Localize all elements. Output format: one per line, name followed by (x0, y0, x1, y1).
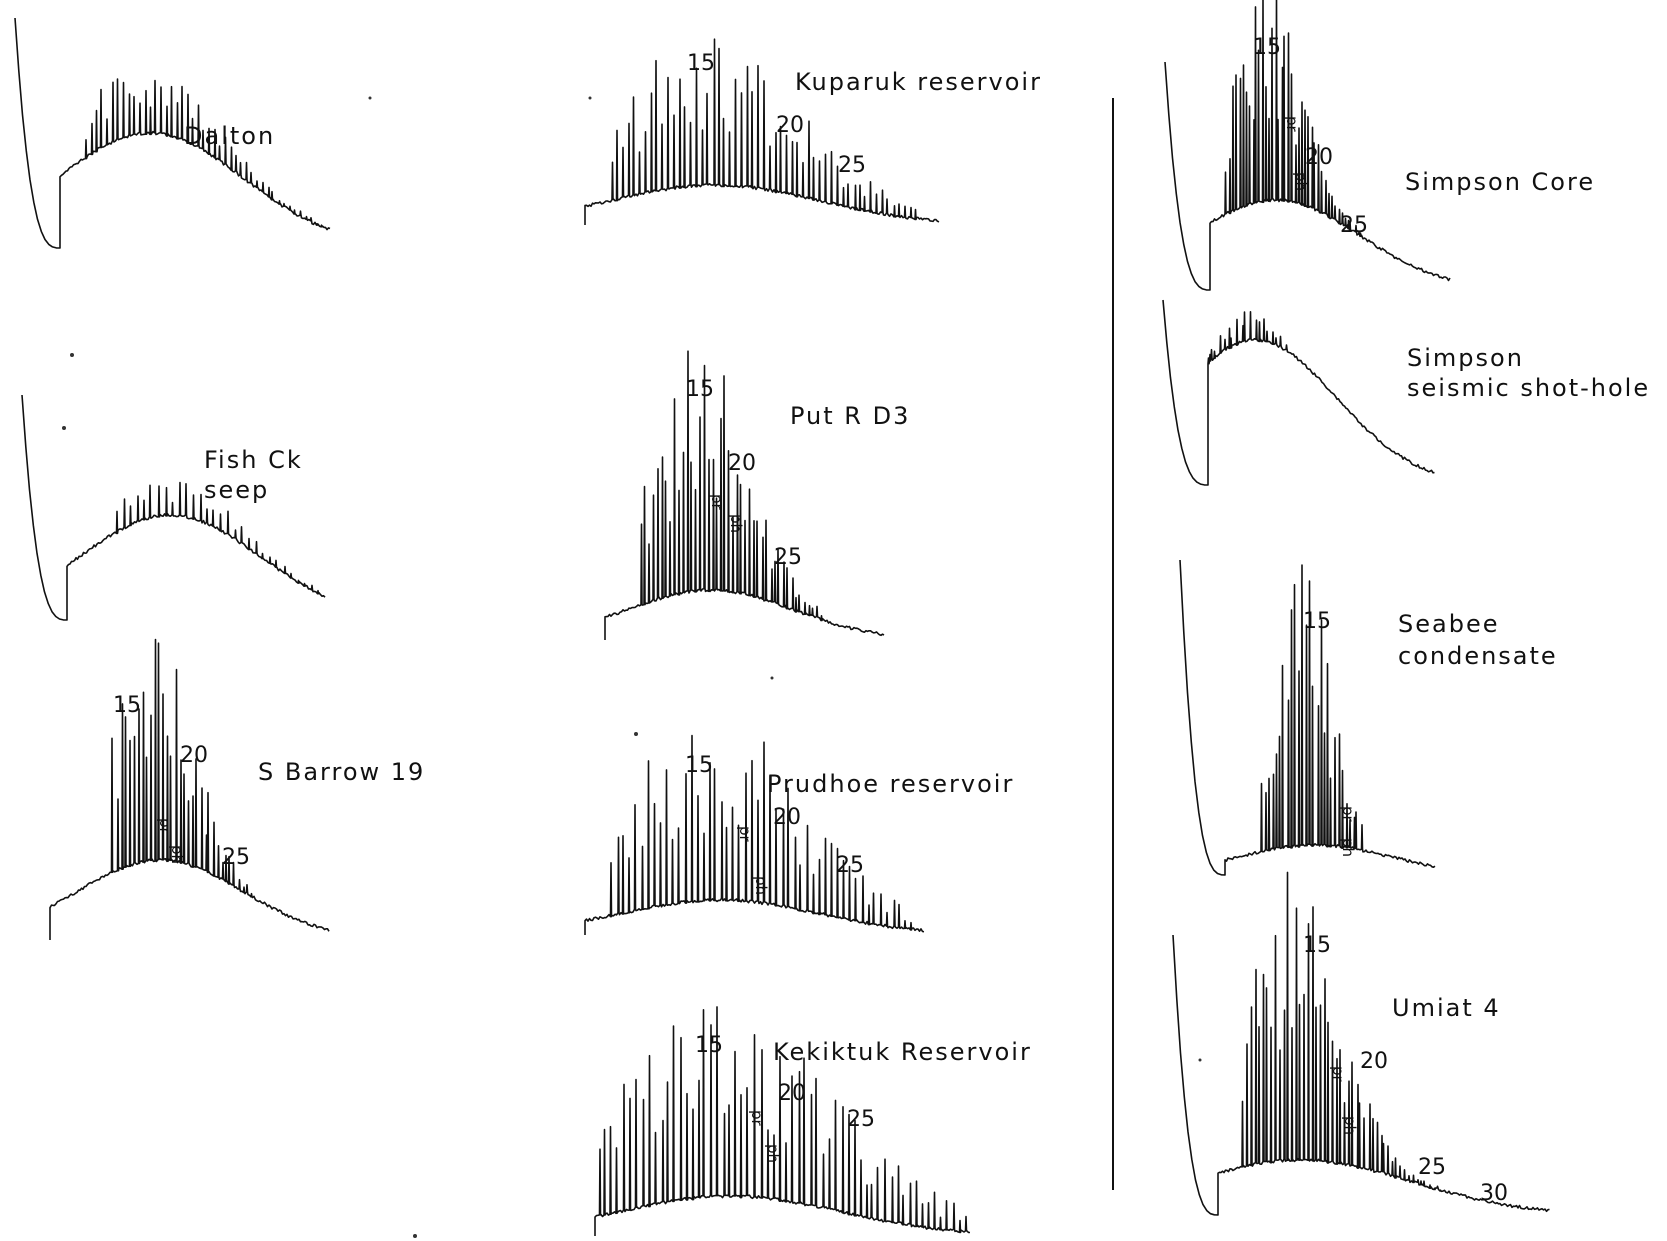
pristane-marker: pr (708, 494, 726, 511)
phytane-marker: ph (1292, 172, 1310, 191)
carbon-number-label: 15 (1303, 609, 1331, 634)
carbon-number-label: 20 (776, 113, 804, 138)
carbon-number-label: 15 (685, 753, 713, 778)
phytane-marker: ph (168, 845, 186, 864)
carbon-number-label: 15 (686, 377, 714, 402)
chromatogram-trace-kekiktuk (594, 1006, 971, 1236)
panel-simpson-core: Simpson Core 15 20 25 pr ph (1253, 35, 1595, 238)
carbon-number-label: 25 (847, 1107, 875, 1132)
panel-label: Prudhoe reservoir (767, 770, 1014, 798)
panel-label-line-2: seismic shot-hole (1407, 374, 1650, 402)
panel-simpson-shot-hole: Simpson seismic shot-hole (1407, 344, 1650, 402)
phytane-marker: ph (752, 876, 770, 895)
carbon-number-label: 25 (836, 853, 864, 878)
panel-prudhoe: Prudhoe reservoir 15 20 25 pr ph (685, 753, 1014, 895)
pristane-marker: pr (1329, 1066, 1347, 1083)
pristane-marker: pr (156, 818, 174, 835)
carbon-number-label: 25 (1418, 1155, 1446, 1180)
panel-label: Dalton (184, 122, 275, 150)
carbon-number-label: 25 (838, 153, 866, 178)
chromatogram-traces (14, 0, 1550, 1236)
carbon-number-label: 20 (773, 805, 801, 830)
panel-label: Kuparuk reservoir (795, 68, 1042, 96)
panel-label-line-1: Seabee (1398, 610, 1499, 638)
panel-label: Put R D3 (790, 402, 910, 430)
chromatogram-trace-simpson-shot (1162, 299, 1435, 486)
pristane-marker: pr (736, 826, 754, 843)
panel-s-barrow: S Barrow 19 15 20 25 pr ph (113, 693, 425, 870)
panel-label-line-1: Simpson (1407, 344, 1524, 372)
carbon-number-label: 30 (1480, 1181, 1508, 1206)
panel-label-line-1: Fish Ck (204, 446, 303, 474)
carbon-number-label: 25 (774, 545, 802, 570)
panel-umiat: Umiat 4 15 20 25 30 pr ph (1303, 933, 1508, 1206)
chromatogram-trace-s-barrow (49, 638, 330, 940)
chromatogram-trace-dalton (14, 17, 331, 249)
panel-dalton: Dalton (184, 122, 275, 150)
panel-seabee: Seabee condensate 15 pr ph (1303, 609, 1558, 857)
carbon-number-label: 25 (222, 845, 250, 870)
panel-label: Kekiktuk Reservoir (773, 1038, 1032, 1066)
carbon-number-label: 20 (1360, 1049, 1388, 1074)
panel-label-line-2: condensate (1398, 642, 1558, 670)
chromatogram-trace-simpson-core (1164, 0, 1451, 291)
phytane-marker: ph (727, 514, 745, 533)
carbon-number-label: 20 (180, 743, 208, 768)
phytane-marker: ph (1339, 838, 1357, 857)
panel-label: Simpson Core (1405, 168, 1595, 196)
panel-kekiktuk: Kekiktuk Reservoir 15 20 25 pr ph (695, 1033, 1032, 1163)
carbon-number-label: 15 (687, 51, 715, 76)
carbon-number-label: 15 (1253, 35, 1281, 60)
carbon-number-label: 25 (1340, 213, 1368, 238)
pristane-marker: pr (748, 1110, 766, 1127)
chromatogram-trace-umiat (1172, 871, 1550, 1216)
carbon-number-label: 20 (1305, 145, 1333, 170)
phytane-marker: ph (1341, 1116, 1359, 1135)
carbon-number-label: 15 (695, 1033, 723, 1058)
pristane-marker: pr (1339, 806, 1357, 823)
chromatogram-trace-prudhoe (584, 734, 925, 935)
pristane-marker: pr (1283, 116, 1301, 133)
phytane-marker: ph (764, 1144, 782, 1163)
carbon-number-label: 20 (778, 1081, 806, 1106)
chromatogram-trace-put-r (604, 350, 885, 640)
chromatogram-trace-seabee (1179, 559, 1436, 876)
carbon-number-label: 15 (113, 693, 141, 718)
panel-label: S Barrow 19 (258, 758, 425, 786)
carbon-number-label: 20 (728, 451, 756, 476)
chromatogram-trace-fish-ck (21, 394, 326, 621)
panel-fish-ck: Fish Ck seep (204, 446, 303, 504)
carbon-number-label: 15 (1303, 933, 1331, 958)
panel-put-r: Put R D3 15 20 25 pr ph (686, 377, 910, 570)
scan-specks (62, 96, 1202, 1238)
panel-label-line-2: seep (204, 476, 269, 504)
panel-kuparuk: Kuparuk reservoir 15 20 25 (687, 51, 1042, 178)
chromatogram-trace-kuparuk (584, 38, 940, 225)
panel-label: Umiat 4 (1392, 994, 1501, 1022)
